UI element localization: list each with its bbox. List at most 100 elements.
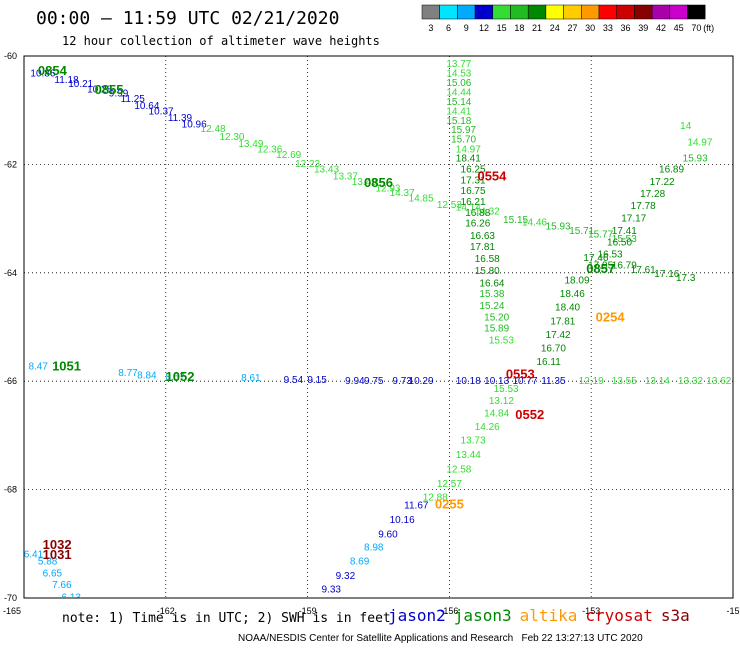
pass-time-label: 0554: [477, 169, 507, 184]
wave-height-value: 15.15: [503, 215, 528, 226]
wave-height-value: 12.30: [219, 132, 244, 143]
wave-height-value: 9.75: [364, 376, 384, 387]
wave-height-value: 17.78: [631, 201, 656, 212]
wave-height-value: 14.46: [522, 218, 547, 229]
wave-height-value: 6.65: [43, 568, 63, 579]
wave-height-value: 15.77: [588, 230, 613, 241]
wave-height-value: 15.24: [479, 301, 504, 312]
wave-height-value: 11.18: [54, 75, 79, 86]
wave-height-value: 16.53: [598, 250, 623, 261]
wave-height-value: 12.88: [423, 492, 448, 503]
wave-height-value: 16.89: [659, 165, 684, 176]
wave-height-value: 15.93: [683, 154, 708, 165]
wave-height-value: 15.18: [446, 116, 471, 127]
wave-height-value: 15.71: [569, 226, 594, 237]
wave-height-value: 14.84: [484, 408, 509, 419]
chart-subtitle: 12 hour collection of altimeter wave hei…: [62, 34, 380, 48]
wave-height-value: 16.64: [479, 278, 504, 289]
wave-height-value: 15.14: [446, 97, 471, 108]
wave-height-value: 8.61: [241, 373, 261, 384]
wave-height-value: 15.38: [479, 289, 504, 300]
wave-height-value: 13.49: [352, 177, 377, 188]
wave-height-value: 13.55: [612, 376, 637, 387]
wave-height-value: 16.79: [612, 260, 637, 271]
colorbar-label: 36: [621, 23, 631, 33]
wave-height-value: 17.42: [546, 330, 571, 341]
wave-height-value: 14.14: [456, 202, 481, 213]
wave-height-value: 13.12: [489, 396, 514, 407]
wave-height-value: 5.88: [38, 556, 58, 567]
wave-height-value: 10.64: [134, 101, 159, 112]
wave-height-value: 14.41: [446, 107, 471, 118]
wave-height-value: 16.21: [461, 197, 486, 208]
pass-time-label: 0854: [38, 63, 68, 78]
wave-height-value: 10.96: [182, 120, 207, 131]
wave-height-value: 13.37: [333, 172, 358, 183]
x-tick-label: -15: [726, 606, 739, 616]
y-tick-label: -68: [4, 485, 17, 495]
pass-time-label: 1032: [43, 537, 72, 552]
wave-height-value: 16.11: [537, 357, 562, 368]
wave-height-value: 15.97: [451, 125, 476, 136]
wave-height-value: 11.25: [121, 94, 146, 105]
satellite-legend-s3a: s3a: [660, 606, 690, 625]
wave-height-value: 6.13: [62, 593, 82, 604]
wave-height-value: 8.47: [28, 361, 48, 372]
wave-height-value: 9.54: [284, 375, 304, 386]
pass-time-label: 0552: [515, 407, 544, 422]
pass-time-label: 1031: [43, 547, 72, 562]
wave-height-value: 15.06: [446, 78, 471, 89]
colorbar-label: 30: [585, 23, 595, 33]
wave-height-value: 17.28: [640, 189, 665, 200]
chart-title: 00:00 – 11:59 UTC 02/21/2020: [36, 8, 340, 29]
wave-height-value: 10.16: [390, 515, 415, 526]
wave-height-value: 12.53: [437, 200, 462, 211]
pass-time-label: 0855: [95, 82, 124, 97]
colorbar-legend: 3 6 9 12 15 18 21 24 27 30 33 36 39 42 45 70 (ft): [421, 4, 714, 33]
colorbar-unit: (ft): [703, 23, 714, 33]
colorbar-label: 42: [656, 23, 666, 33]
wave-height-value: 15.80: [475, 266, 500, 277]
colorbar-label: 33: [603, 23, 613, 33]
wave-height-value: 18.09: [565, 276, 590, 287]
wave-height-value: 13.32: [678, 376, 703, 387]
wave-height-value: 17.81: [550, 316, 575, 327]
wave-height-value: 15.53: [494, 384, 519, 395]
wave-height-value: 8.69: [350, 556, 370, 567]
wave-height-value: 16.26: [465, 219, 490, 230]
wave-height-value: 13.49: [238, 139, 263, 150]
wave-height-value: 12.69: [276, 150, 301, 161]
wave-height-value: 9.15: [307, 375, 327, 386]
wave-height-value: 13.43: [314, 165, 339, 176]
wave-height-value: 16.75: [461, 186, 486, 197]
colorbar-label: 6: [446, 23, 451, 33]
wave-height-value: 10.28: [87, 84, 112, 95]
wave-height-value: 13.44: [456, 450, 481, 461]
wave-height-value: 8.57: [166, 372, 186, 383]
wave-height-value: 9.73: [392, 376, 412, 387]
x-tick-label: -162: [157, 606, 175, 616]
wave-height-value: 12.57: [437, 479, 462, 490]
x-tick-label: -156: [440, 606, 458, 616]
wave-height-value: 16.88: [465, 208, 490, 219]
wave-height-value: 13.62: [706, 376, 731, 387]
wave-height-value: 13.14: [645, 376, 670, 387]
wave-height-value: 16.25: [461, 165, 486, 176]
colorbar-label: 15: [497, 23, 507, 33]
wave-height-value: 18.46: [560, 289, 585, 300]
wave-height-value: 14.37: [390, 188, 415, 199]
colorbar-label: 24: [550, 23, 560, 33]
x-tick-label: -159: [299, 606, 317, 616]
wave-height-value: 14: [680, 121, 692, 132]
wave-height-value: 16.70: [541, 343, 566, 354]
wave-height-value: 18.41: [456, 154, 481, 165]
pass-time-label: 0254: [596, 310, 626, 325]
satellite-legend-altika: altika: [519, 606, 578, 625]
satellite-legend: jason2 jason3 altika cryosat s3a: [388, 606, 698, 625]
wave-height-value: 16.50: [607, 238, 632, 249]
wave-height-value: 12.48: [201, 124, 226, 135]
x-tick-label: -153: [582, 606, 600, 616]
wave-height-value: 15.53: [612, 234, 637, 245]
wave-height-value: 9.94: [345, 376, 365, 387]
